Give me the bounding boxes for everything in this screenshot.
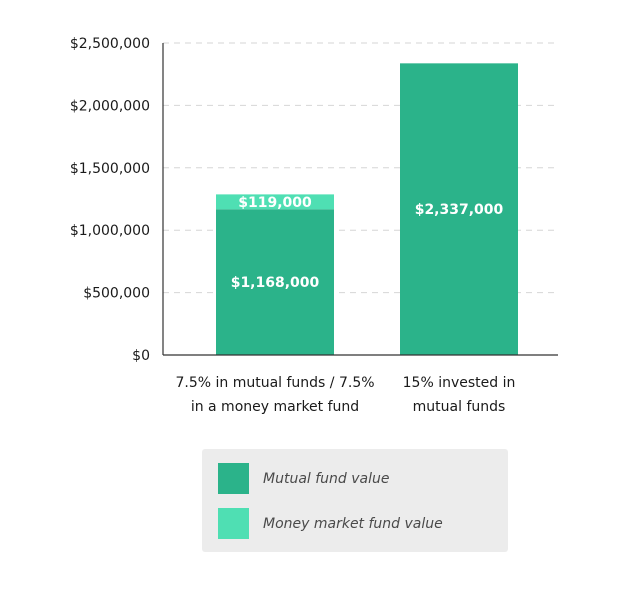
- legend-label-money-market: Money market fund value: [263, 515, 443, 532]
- x-category-label: 7.5% in mutual funds / 7.5%: [175, 375, 374, 391]
- data-label: $119,000: [238, 195, 312, 211]
- y-tick-label: $1,000,000: [70, 223, 150, 239]
- x-category-label: mutual funds: [413, 399, 506, 415]
- legend-item-money-market: Money market fund value: [218, 508, 443, 539]
- legend-swatch-mutual-fund: [218, 463, 249, 494]
- legend-swatch-money-market: [218, 508, 249, 539]
- legend: Mutual fund value Money market fund valu…: [202, 449, 508, 552]
- x-category-label: 15% invested in: [403, 375, 516, 391]
- bar-chart: $0 $500,000 $1,000,000 $1,500,000 $2,000,000…: [70, 36, 558, 415]
- y-tick-label: $500,000: [83, 286, 150, 302]
- data-label: $1,168,000: [231, 275, 320, 291]
- data-label: $2,337,000: [415, 202, 504, 218]
- y-tick-label: $0: [132, 348, 150, 364]
- y-tick-label: $1,500,000: [70, 161, 150, 177]
- bar-mutual-fund-2: [400, 63, 518, 355]
- bar-money-market-1: [216, 194, 334, 210]
- legend-item-mutual-fund: Mutual fund value: [218, 463, 390, 494]
- y-tick-label: $2,000,000: [70, 98, 150, 114]
- x-category-label: in a money market fund: [191, 399, 359, 415]
- legend-label-mutual-fund: Mutual fund value: [263, 470, 390, 487]
- y-tick-label: $2,500,000: [70, 36, 150, 52]
- bar-mutual-fund-1: [216, 209, 334, 355]
